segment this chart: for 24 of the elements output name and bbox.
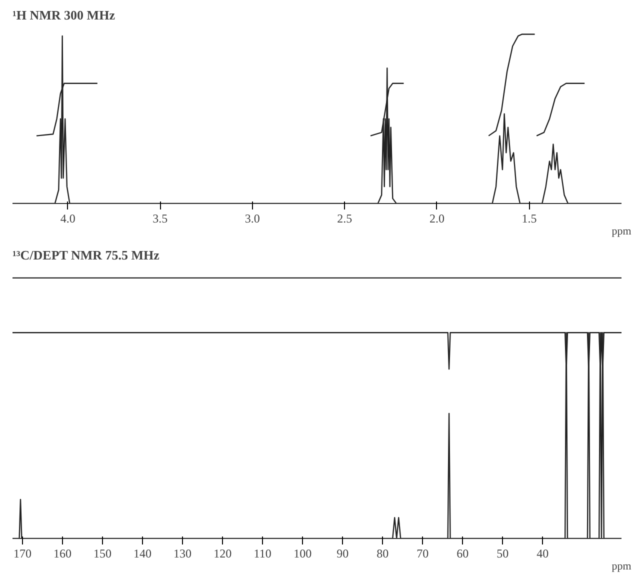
x-axis-title: ppm — [612, 226, 632, 238]
x-tick-label: 140 — [134, 546, 152, 560]
x-tick-label: 130 — [174, 546, 192, 560]
x-tick-label: 50 — [496, 546, 509, 560]
x-tick-label: 90 — [336, 546, 349, 560]
x-tick-label: 160 — [54, 546, 72, 560]
x-tick-label: 100 — [294, 546, 312, 560]
x-tick-label: 2.0 — [429, 212, 444, 226]
x-tick-label: 1.5 — [522, 212, 537, 226]
x-tick-label: 3.0 — [244, 212, 260, 226]
x-tick-label: 70 — [416, 546, 429, 560]
chart-title: ¹³C/DEPT NMR 75.5 MHz — [12, 248, 160, 262]
chart-title: ¹H NMR 300 MHz — [12, 8, 116, 22]
x-tick-label: 3.5 — [152, 212, 168, 226]
x-axis-title: ppm — [612, 560, 632, 572]
x-tick-label: 170 — [14, 546, 32, 560]
x-tick-label: 40 — [536, 546, 549, 560]
x-tick-label: 60 — [456, 546, 469, 560]
x-tick-label: 120 — [214, 546, 232, 560]
x-tick-label: 150 — [94, 546, 112, 560]
x-tick-label: 4.0 — [60, 212, 76, 226]
x-tick-label: 110 — [254, 546, 272, 560]
x-tick-label: 2.5 — [337, 212, 352, 226]
x-tick-label: 80 — [376, 546, 389, 560]
